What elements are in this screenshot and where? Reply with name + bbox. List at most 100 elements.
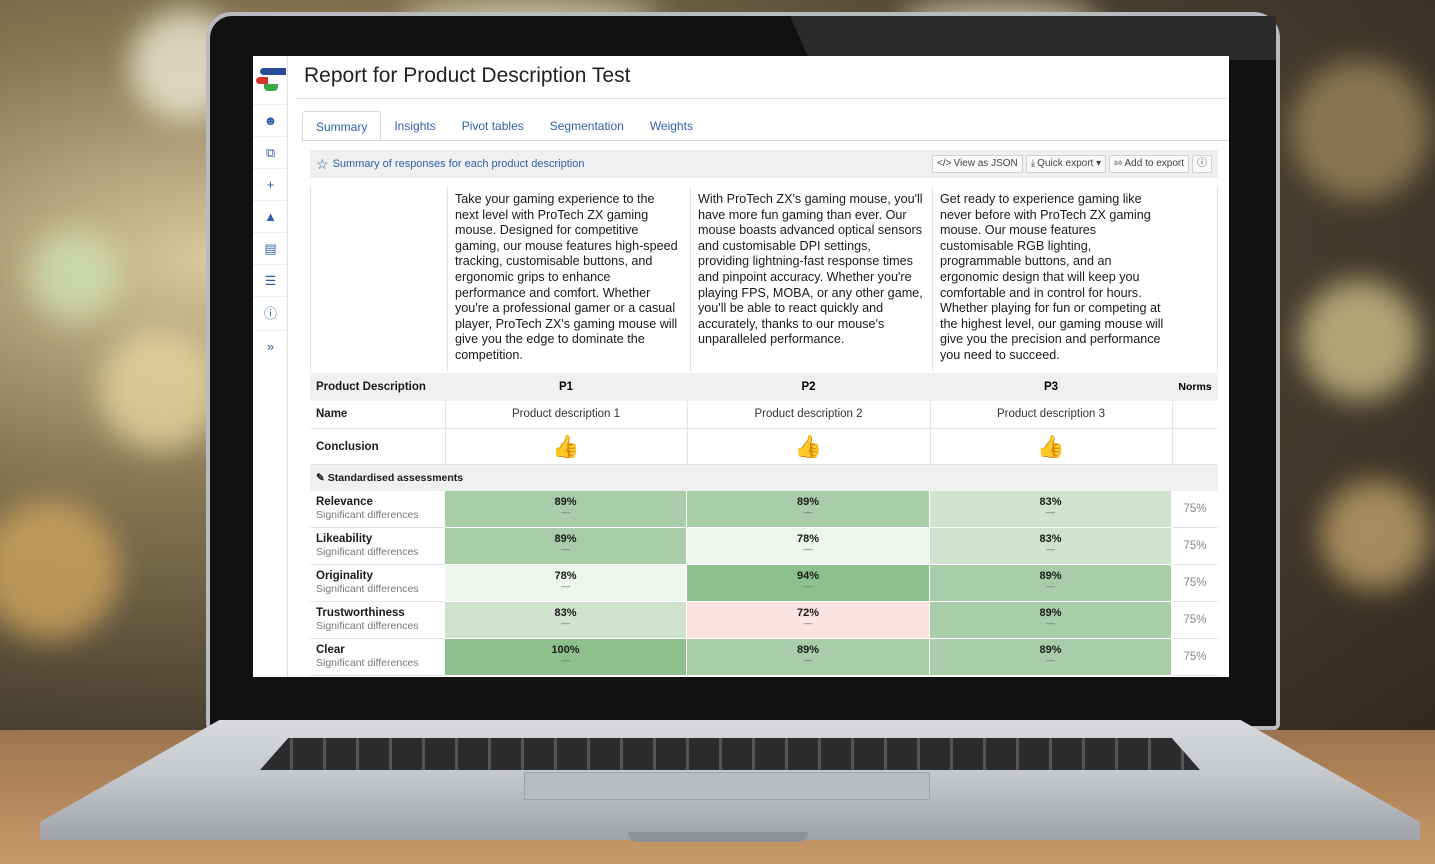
score-dash: — bbox=[1046, 581, 1055, 591]
header-p1[interactable]: P1 bbox=[558, 381, 574, 393]
score-dash: — bbox=[803, 618, 813, 628]
flask-icon[interactable]: ▲ bbox=[253, 200, 288, 232]
score-cell[interactable]: 89% — bbox=[687, 491, 930, 528]
menu-icon[interactable]: ☰ bbox=[253, 264, 288, 296]
thumbs-up-icon: 👍 bbox=[1037, 434, 1065, 459]
bokeh-light bbox=[1300, 280, 1420, 400]
assessment-label: Likeability Significant differences bbox=[310, 528, 445, 565]
download-icon: ⤓ bbox=[1030, 158, 1036, 169]
book-icon[interactable]: ▤ bbox=[253, 232, 288, 264]
tab-summary[interactable]: Summary bbox=[302, 111, 382, 141]
divider bbox=[296, 98, 1229, 99]
header-p3[interactable]: P3 bbox=[1043, 381, 1059, 393]
score-cell[interactable]: 89% — bbox=[445, 491, 687, 528]
score-cell[interactable]: 78% — bbox=[687, 528, 930, 565]
score-cell[interactable]: 89% — bbox=[930, 639, 1172, 676]
export-icon: ⇰ bbox=[1114, 158, 1123, 169]
table-row: Originality Significant differences 78% —94… bbox=[310, 565, 1218, 602]
name-p3: Product description 3 bbox=[996, 408, 1106, 420]
name-p1: Product description 1 bbox=[511, 408, 621, 420]
score-cell[interactable]: 83% — bbox=[930, 491, 1172, 528]
bokeh-light bbox=[1320, 480, 1430, 590]
norm-value: 75% bbox=[1172, 528, 1218, 565]
table-row-name: Name Product description 1 Product descr… bbox=[310, 401, 1218, 429]
score-cell[interactable]: 89% — bbox=[687, 639, 930, 676]
score-cell[interactable]: 83% — bbox=[930, 528, 1172, 565]
description-p2: With ProTech ZX's gaming mouse, you'll h… bbox=[698, 192, 923, 347]
score-value: 89% bbox=[1039, 607, 1062, 619]
add-to-export-button[interactable]: ⇰ Add to export bbox=[1109, 155, 1189, 173]
edit-icon: ✎ bbox=[316, 472, 325, 484]
conclusion-label: Conclusion bbox=[316, 441, 379, 453]
score-dash: — bbox=[803, 655, 813, 665]
view-json-button[interactable]: </> View as JSON bbox=[931, 155, 1023, 173]
code-icon: </> bbox=[936, 158, 952, 169]
score-cell[interactable]: 89% — bbox=[930, 565, 1172, 602]
score-value: 89% bbox=[1039, 644, 1062, 656]
name-p2: Product description 2 bbox=[754, 408, 863, 420]
quick-export-button[interactable]: ⤓ Quick export ▾ bbox=[1025, 155, 1107, 173]
expand-icon[interactable]: » bbox=[253, 330, 288, 362]
panel-help-button[interactable]: ⓘ bbox=[1192, 155, 1212, 173]
score-cell[interactable]: 100% — bbox=[445, 639, 687, 676]
score-value: 89% bbox=[796, 644, 820, 656]
sidebar: ☻ ⧉ + ▲ ▤ ☰ ⓘ » bbox=[253, 56, 288, 677]
description-p1: Take your gaming experience to the next … bbox=[455, 192, 678, 362]
laptop-trackpad bbox=[524, 772, 930, 800]
table-row-conclusion: Conclusion 👍 👍 👍 bbox=[310, 429, 1218, 465]
table-row: Relevance Significant differences 89% —89% —… bbox=[310, 491, 1218, 528]
star-icon[interactable]: ☆ bbox=[316, 155, 329, 172]
score-value: 72% bbox=[796, 607, 820, 619]
assessment-label: Relevance Significant differences bbox=[310, 491, 445, 528]
main-content: Report for Product Description Test Summ… bbox=[288, 56, 1229, 677]
score-value: 83% bbox=[1039, 496, 1062, 508]
assessment-label: Originality Significant differences bbox=[310, 565, 445, 602]
score-dash: — bbox=[561, 581, 570, 591]
score-cell[interactable]: 89% — bbox=[445, 528, 687, 565]
score-value: 78% bbox=[554, 570, 577, 582]
score-cell[interactable]: 78% — bbox=[445, 565, 687, 602]
help-icon[interactable]: ⓘ bbox=[253, 296, 288, 328]
app-logo[interactable] bbox=[256, 66, 286, 92]
tab-weights[interactable]: Weights bbox=[649, 119, 693, 133]
score-cell[interactable]: 89% — bbox=[930, 602, 1172, 639]
score-cell[interactable]: 83% — bbox=[445, 602, 687, 639]
table-row: Likeability Significant differences 89% —78… bbox=[310, 528, 1218, 565]
tab-pivot-tables[interactable]: Pivot tables bbox=[461, 119, 524, 133]
user-icon[interactable]: ☻ bbox=[253, 104, 288, 136]
plus-icon[interactable]: + bbox=[253, 168, 288, 200]
tab-bar: Summary Insights Pivot tables Segmentati… bbox=[302, 111, 706, 141]
header-norms: Norms bbox=[1178, 381, 1212, 393]
panel-toolbar: </> View as JSON ⤓ Quick export ▾ ⇰ Add to … bbox=[931, 155, 1212, 173]
score-dash: — bbox=[561, 618, 570, 628]
panel-title: ☆ Summary of responses for each product … bbox=[316, 156, 584, 173]
score-value: 94% bbox=[796, 570, 820, 582]
tab-insights[interactable]: Insights bbox=[394, 119, 436, 133]
score-dash: — bbox=[561, 655, 570, 665]
score-cell[interactable]: 72% — bbox=[687, 602, 930, 639]
stack-icon[interactable]: ⧉ bbox=[253, 136, 288, 168]
page-title: Report for Product Description Test bbox=[304, 64, 631, 87]
norm-value: 75% bbox=[1172, 491, 1218, 528]
panel-title-text: Summary of responses for each product de… bbox=[332, 158, 585, 170]
score-value: 89% bbox=[554, 533, 577, 545]
thumbs-up-icon: 👍 bbox=[552, 434, 580, 459]
score-cell[interactable]: 94% — bbox=[687, 565, 930, 602]
assessment-subtitle: Significant differences bbox=[316, 583, 419, 595]
score-value: 83% bbox=[1039, 533, 1062, 545]
score-value: 89% bbox=[554, 496, 577, 508]
laptop-keyboard bbox=[260, 738, 1200, 770]
description-row: Take your gaming experience to the next … bbox=[310, 186, 1218, 372]
score-value: 89% bbox=[796, 496, 820, 508]
bokeh-light bbox=[1290, 60, 1430, 200]
help-icon: ⓘ bbox=[1197, 158, 1207, 169]
score-dash: — bbox=[803, 544, 813, 554]
header-p2[interactable]: P2 bbox=[801, 381, 816, 393]
assessment-title: Relevance bbox=[316, 496, 373, 508]
laptop-glare bbox=[790, 16, 1276, 60]
score-value: 83% bbox=[554, 607, 577, 619]
norm-value: 75% bbox=[1172, 639, 1218, 676]
tab-segmentation[interactable]: Segmentation bbox=[549, 119, 624, 133]
thumbs-up-icon: 👍 bbox=[794, 434, 823, 459]
laptop-notch bbox=[628, 832, 808, 842]
